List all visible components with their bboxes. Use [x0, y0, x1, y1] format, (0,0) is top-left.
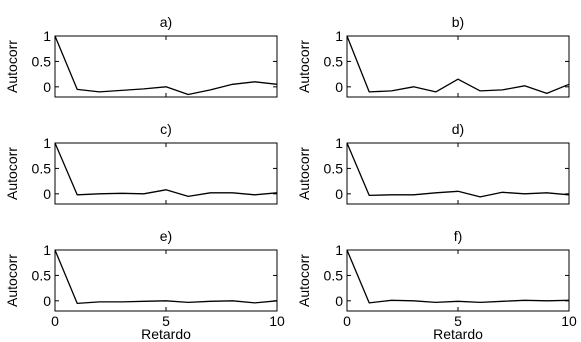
- panel-d: d) 0 0.5 1 Autocorr: [296, 121, 570, 205]
- y-axis-label: Autocorr: [296, 254, 312, 307]
- x-tick-label: 10: [269, 313, 285, 329]
- y-axis-label: Autocorr: [4, 147, 20, 200]
- autocorr-line: [54, 249, 278, 305]
- axes-box: [346, 35, 570, 98]
- panel-title: d): [452, 121, 464, 137]
- panel-title: b): [452, 14, 464, 30]
- panel-a: a) 0 0.5 1 Autocorr: [4, 14, 278, 98]
- autocorr-line: [346, 249, 570, 304]
- y-axis-label: Autocorr: [296, 40, 312, 93]
- y-tick-label: 0.5: [324, 267, 344, 283]
- y-tick-label: 0.5: [32, 160, 52, 176]
- panel-title: a): [160, 14, 172, 30]
- x-axis-label: Retardo: [141, 326, 191, 342]
- y-tick-label: 1: [335, 28, 343, 44]
- y-tick-label: 1: [43, 135, 51, 151]
- autocorr-line: [346, 35, 570, 95]
- y-tick-label: 1: [43, 28, 51, 44]
- y-axis-label: Autocorr: [296, 147, 312, 200]
- x-axis-label: Retardo: [433, 326, 483, 342]
- y-tick-label: 0: [43, 79, 51, 95]
- autocorr-line: [54, 35, 278, 96]
- y-tick-label: 0: [43, 186, 51, 202]
- x-tick-label: 10: [561, 313, 577, 329]
- autocorr-line: [54, 142, 278, 198]
- y-tick-label: 0.5: [324, 53, 344, 69]
- y-tick-label: 1: [335, 242, 343, 258]
- y-tick-label: 0.5: [324, 160, 344, 176]
- y-tick-label: 0: [335, 79, 343, 95]
- y-tick-label: 1: [43, 242, 51, 258]
- panel-c: c) 0 0.5 1 Autocorr: [4, 121, 278, 205]
- y-axis-label: Autocorr: [4, 254, 20, 307]
- y-tick-label: 0.5: [32, 53, 52, 69]
- y-tick-label: 0: [335, 186, 343, 202]
- autocorr-line: [346, 142, 570, 198]
- y-axis-label: Autocorr: [4, 40, 20, 93]
- y-tick-label: 0: [43, 293, 51, 309]
- axes-box: [54, 35, 278, 98]
- y-tick-label: 0: [335, 293, 343, 309]
- x-tick-label: 5: [454, 313, 462, 329]
- y-tick-label: 1: [335, 135, 343, 151]
- panel-b: b) 0 0.5 1 Autocorr: [296, 14, 570, 98]
- x-tick-label: 0: [51, 313, 59, 329]
- panel-title: e): [160, 228, 172, 244]
- panel-title: f): [454, 228, 463, 244]
- y-tick-label: 0.5: [32, 267, 52, 283]
- x-tick-label: 5: [162, 313, 170, 329]
- panel-title: c): [160, 121, 172, 137]
- x-tick-label: 0: [343, 313, 351, 329]
